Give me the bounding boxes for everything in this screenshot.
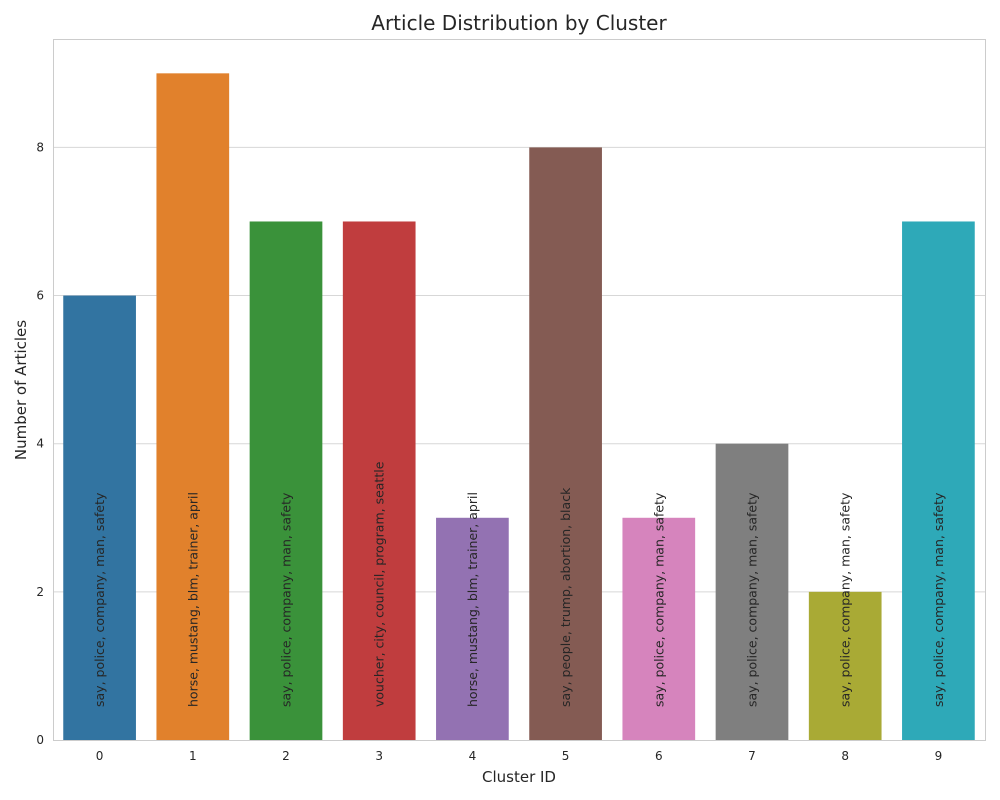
- bar-cluster-6: [622, 517, 696, 740]
- bar-cluster-5: [529, 147, 602, 740]
- y-tick-labels: 0 2 4 6 8: [36, 140, 44, 747]
- x-tick-label: 9: [935, 749, 943, 763]
- x-tick-label: 8: [841, 749, 849, 763]
- bar-label: say, people, trump, abortion, black: [558, 487, 573, 707]
- bar-cluster-4: [436, 517, 509, 740]
- y-tick-label: 6: [36, 289, 44, 303]
- bar-cluster-8: [808, 591, 882, 740]
- plot-frame: [53, 39, 986, 741]
- y-tick-label: 4: [36, 437, 44, 451]
- bar-label: horse, mustang, blm, trainer, april: [185, 492, 200, 707]
- x-tick-label: 6: [655, 749, 663, 763]
- x-tick-label: 2: [282, 749, 290, 763]
- bar-label: say, police, company, man, safety: [838, 492, 853, 707]
- bar-cluster-1: [156, 73, 230, 741]
- x-tick-label: 5: [562, 749, 570, 763]
- bar-label: say, police, company, man, safety: [745, 492, 760, 707]
- y-tick-label: 2: [36, 585, 44, 599]
- x-tick-label: 4: [469, 749, 477, 763]
- y-tick-label: 8: [36, 140, 44, 154]
- bar-cluster-3: [342, 221, 416, 741]
- bar-cluster-7: [715, 443, 789, 740]
- bar-cluster-2: [249, 221, 323, 741]
- bar-label: say, police, company, man, safety: [931, 492, 946, 707]
- bar-cluster-9: [902, 221, 975, 741]
- x-tick-label: 7: [748, 749, 756, 763]
- bar-label: say, police, company, man, safety: [651, 492, 666, 707]
- bar-cluster-0: [63, 295, 136, 740]
- bars: [63, 73, 975, 741]
- y-tick-label: 0: [36, 733, 44, 747]
- bar-label: say, police, company, man, safety: [279, 492, 294, 707]
- bar-label: horse, mustang, blm, trainer, april: [465, 492, 480, 707]
- bar-label: say, police, company, man, safety: [92, 492, 107, 707]
- x-tick-label: 0: [96, 749, 104, 763]
- x-axis-label: Cluster ID: [482, 768, 556, 786]
- chart-title: Article Distribution by Cluster: [371, 11, 667, 35]
- x-tick-labels: 0 1 2 3 4 5 6 7 8 9: [96, 749, 942, 763]
- bar-labels: say, police, company, man, safety horse, …: [92, 461, 946, 707]
- bar-label: voucher, city, council, program, seattle: [372, 461, 387, 707]
- y-axis-label: Number of Articles: [12, 320, 30, 460]
- x-tick-label: 3: [375, 749, 383, 763]
- x-tick-label: 1: [189, 749, 197, 763]
